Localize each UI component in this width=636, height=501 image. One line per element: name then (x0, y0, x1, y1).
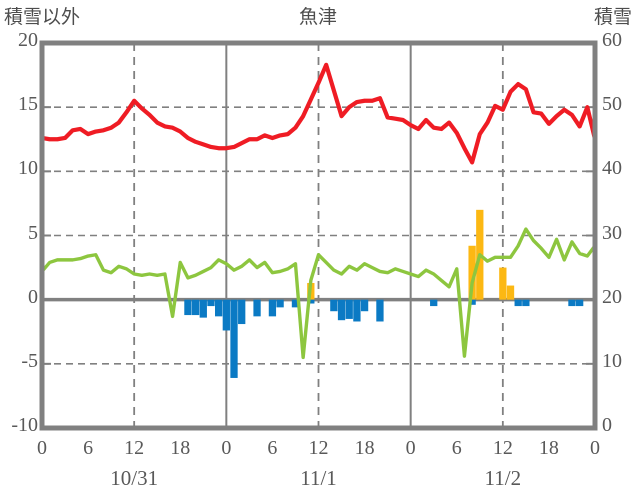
y2-axis-tick-label: 60 (602, 29, 622, 51)
y2-axis-tick-label: 40 (602, 157, 622, 180)
y-axis-tick-label: 15 (18, 93, 38, 116)
precip-bar (191, 299, 200, 316)
precip-bar (514, 299, 522, 307)
precip-bar (430, 299, 438, 307)
x-axis-tick-label: 6 (451, 437, 462, 459)
y-axis-tick-label: 20 (18, 29, 38, 51)
x-axis-day-label: 10/31 (110, 466, 159, 490)
precip-bar (337, 299, 346, 321)
y2-axis-tick-label: 30 (602, 221, 622, 244)
page-title: 魚津 (298, 6, 337, 28)
precip-bar (307, 299, 315, 304)
x-axis-tick-label: 18 (354, 437, 375, 459)
y-axis-tick-label: -10 (11, 414, 38, 436)
precip-bar (360, 299, 369, 312)
x-axis-tick-label: 0 (590, 437, 600, 459)
left-axis-title: 積雪以外 (4, 6, 81, 28)
y2-axis-tick-label: 0 (602, 414, 612, 436)
wind-line (40, 227, 597, 360)
precip-bar (345, 299, 353, 319)
x-axis-tick-label: 18 (538, 437, 559, 459)
precip-bar (291, 299, 300, 308)
y2-axis-tick-label: 20 (602, 285, 622, 308)
precip-bar (568, 299, 576, 307)
precip-bar (215, 299, 223, 317)
x-axis-day-label: 11/1 (300, 466, 337, 490)
x-axis-day-label: 11/2 (484, 466, 522, 490)
precip-bar (238, 299, 246, 325)
precip-bar (468, 299, 476, 305)
precip-bar (268, 299, 277, 317)
snow-bar (506, 285, 515, 300)
right-axis-title: 積雪 (593, 6, 632, 28)
precip-bar (522, 299, 530, 307)
y-axis-tick-label: 0 (28, 285, 38, 308)
precip-bar (575, 299, 584, 307)
y-axis-tick-label: -5 (21, 349, 38, 372)
precip-bar (376, 299, 384, 322)
precip-bar (353, 299, 361, 322)
y-axis-tick-label: 5 (28, 221, 38, 244)
x-axis-tick-label: 0 (405, 437, 416, 459)
snow-bar (468, 245, 476, 300)
x-axis-tick-label: 12 (492, 437, 513, 459)
precip-bar (253, 299, 261, 317)
x-axis-tick-label: 0 (221, 437, 232, 459)
x-axis-tick-label: 12 (308, 437, 329, 459)
temperature-line (39, 62, 598, 165)
x-axis-tick-label: 6 (267, 437, 278, 459)
precip-bar (184, 299, 192, 316)
precip-bar (276, 299, 284, 308)
y2-axis-tick-label: 10 (602, 349, 622, 372)
precip-bar (330, 299, 338, 312)
y2-axis-tick-label: 50 (602, 93, 622, 116)
y-axis-tick-label: 10 (18, 157, 38, 180)
precip-bar (230, 299, 238, 378)
x-axis-tick-label: 12 (124, 437, 145, 459)
plot-frame (39, 40, 598, 431)
precip-bar (199, 299, 207, 318)
x-axis-tick-label: 6 (83, 437, 94, 459)
x-axis-tick-label: 18 (170, 437, 191, 459)
snow-bar (499, 267, 507, 300)
precip-bar (207, 299, 215, 307)
x-axis-tick-label: 0 (37, 437, 47, 459)
precip-bar (222, 299, 230, 331)
